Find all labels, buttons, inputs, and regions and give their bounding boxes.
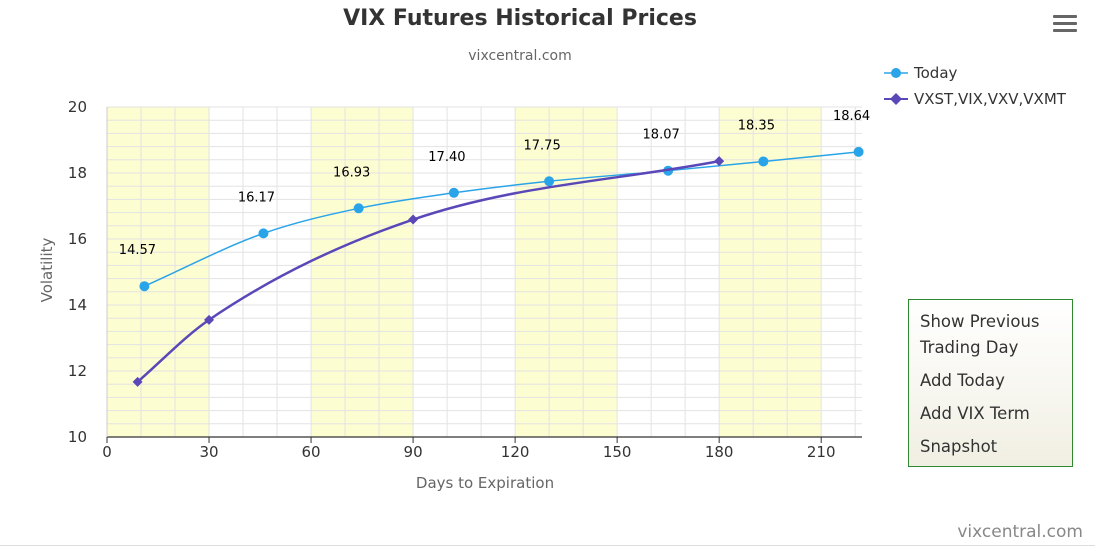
- data-point-today: [139, 281, 150, 292]
- y-axis-label: Volatility: [38, 237, 56, 302]
- data-label: 17.75: [524, 138, 561, 153]
- data-label: 18.35: [738, 118, 775, 133]
- shaded-band-0: [107, 107, 210, 437]
- shaded-band-3: [719, 107, 822, 437]
- y-tick-label: 20: [68, 98, 87, 116]
- y-tick-label: 10: [68, 428, 87, 446]
- legend-label-term: VXST,VIX,VXV,VXMT: [914, 90, 1066, 108]
- data-point-today: [258, 228, 269, 239]
- hamburger-menu-icon[interactable]: [1052, 13, 1078, 35]
- shaded-band-1: [311, 107, 414, 437]
- data-point-today: [853, 146, 864, 157]
- data-point-term: [204, 314, 215, 325]
- legend-label-today: Today: [914, 64, 958, 82]
- legend-item-today[interactable]: Today: [884, 62, 1066, 88]
- data-point-term: [714, 156, 725, 167]
- x-axis-label: Days to Expiration: [416, 474, 554, 492]
- menu-item-add-vix-term[interactable]: Add VIX Term: [920, 404, 1030, 423]
- y-tick-label: 14: [68, 296, 87, 314]
- bottom-divider: [0, 545, 1095, 546]
- chart-title: VIX Futures Historical Prices: [343, 6, 697, 31]
- shaded-band-2: [515, 107, 618, 437]
- series-line-1: [136, 159, 720, 383]
- data-point-today: [448, 187, 459, 198]
- y-tick-label: 12: [68, 362, 87, 380]
- data-label: 18.64: [833, 109, 870, 124]
- y-tick-label: 16: [68, 230, 87, 248]
- x-tick-label: 0: [102, 443, 112, 461]
- data-point-term: [132, 376, 143, 387]
- data-label: 16.17: [238, 190, 275, 205]
- x-tick-label: 30: [199, 443, 218, 461]
- x-tick-label: 210: [807, 443, 836, 461]
- data-label: 17.40: [428, 150, 465, 165]
- data-label: 18.07: [643, 128, 680, 143]
- data-point-term: [408, 214, 419, 225]
- menu-item-add-today[interactable]: Add Today: [920, 371, 1005, 390]
- chart-legend: Today VXST,VIX,VXV,VXMT: [884, 62, 1066, 114]
- x-tick-label: 150: [603, 443, 632, 461]
- chart-subtitle: vixcentral.com: [468, 48, 572, 64]
- chart-credit: vixcentral.com: [957, 522, 1083, 542]
- legend-today-marker-icon: [884, 68, 908, 78]
- data-point-today: [758, 156, 769, 167]
- legend-term-marker-icon: [884, 93, 908, 105]
- menu-item-snapshot[interactable]: Snapshot: [920, 437, 998, 456]
- x-tick-label: 180: [705, 443, 734, 461]
- x-tick-label: 60: [302, 443, 321, 461]
- x-tick-label: 90: [404, 443, 423, 461]
- menu-item-show-previous-trading-day[interactable]: Show Previous Trading Day: [920, 312, 1040, 357]
- context-menu: Show Previous Trading Day Add Today Add …: [908, 299, 1073, 467]
- y-tick-label: 18: [68, 164, 87, 182]
- data-point-today: [353, 203, 364, 214]
- series-line-0: [144, 151, 859, 287]
- data-label: 16.93: [333, 165, 370, 180]
- legend-item-term[interactable]: VXST,VIX,VXV,VXMT: [884, 88, 1066, 114]
- data-label: 14.57: [119, 243, 156, 258]
- data-point-today: [663, 165, 674, 176]
- data-point-today: [544, 176, 555, 187]
- x-tick-label: 120: [501, 443, 530, 461]
